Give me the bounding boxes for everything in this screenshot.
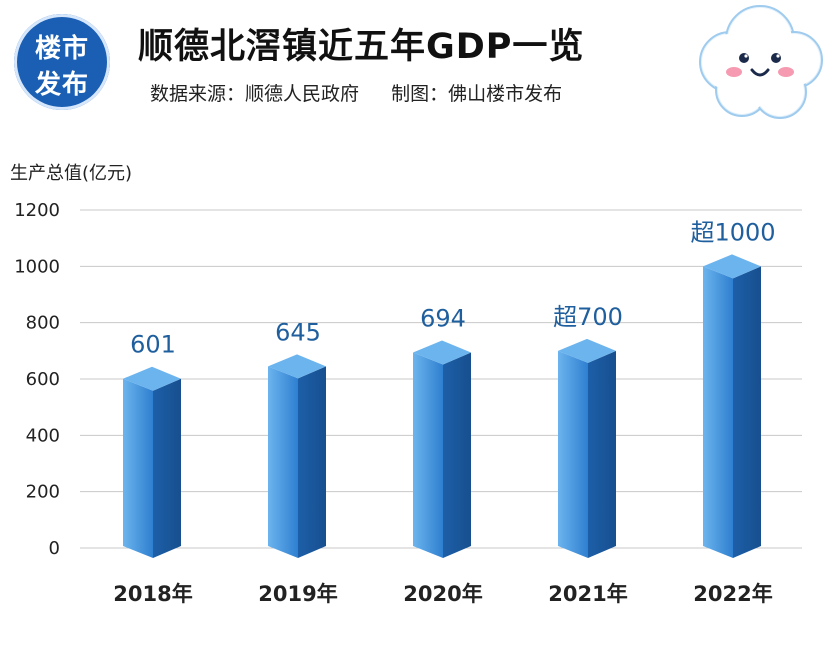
source-line: 数据来源：顺德人民政府 制图：佛山楼市发布 bbox=[150, 79, 588, 106]
y-tick-label: 1200 bbox=[14, 200, 60, 221]
x-category-label: 2021年 bbox=[548, 582, 627, 606]
bar-side-face bbox=[733, 266, 761, 558]
logo-text-bottom: 发布 bbox=[34, 70, 89, 100]
y-tick-label: 1000 bbox=[14, 256, 60, 277]
bar-top-face bbox=[413, 340, 471, 365]
bar-value-label: 超700 bbox=[553, 303, 623, 331]
bar-value-label: 601 bbox=[130, 331, 176, 359]
bar-front-face bbox=[413, 352, 443, 558]
bar-side-face bbox=[588, 350, 616, 558]
bar-top-face bbox=[123, 366, 181, 391]
brand-logo: 楼市 发布 bbox=[14, 14, 110, 110]
y-tick-label: 400 bbox=[26, 425, 60, 446]
logo-text-top: 楼市 bbox=[34, 34, 89, 64]
y-tick-label: 800 bbox=[26, 313, 60, 334]
y-tick-label: 0 bbox=[49, 538, 60, 559]
bar-front-face bbox=[268, 366, 298, 558]
bar-front-face bbox=[123, 378, 153, 558]
x-category-label: 2020年 bbox=[403, 582, 482, 606]
bar-value-label: 645 bbox=[275, 318, 321, 346]
bar-top-face bbox=[703, 254, 761, 279]
bar-value-label: 694 bbox=[420, 305, 466, 333]
bar-top-face bbox=[558, 338, 616, 363]
cloud-mascot bbox=[690, 0, 826, 134]
page-title: 顺德北滘镇近五年GDP一览 bbox=[138, 27, 585, 67]
data-source: 数据来源：顺德人民政府 bbox=[150, 83, 360, 105]
bar-front-face bbox=[558, 350, 588, 558]
bar-side-face bbox=[298, 366, 326, 558]
chart-credit: 制图：佛山楼市发布 bbox=[391, 83, 563, 105]
bar-value-label: 超1000 bbox=[690, 218, 775, 246]
y-axis-label: 生产总值(亿元) bbox=[10, 163, 133, 184]
bar-front-face bbox=[703, 266, 733, 558]
bar-top-face bbox=[268, 354, 326, 379]
x-category-label: 2022年 bbox=[693, 582, 772, 606]
x-category-label: 2018年 bbox=[113, 582, 192, 606]
bar-side-face bbox=[153, 378, 181, 558]
x-category-label: 2019年 bbox=[258, 582, 337, 606]
y-tick-label: 600 bbox=[26, 369, 60, 390]
bar-side-face bbox=[443, 352, 471, 558]
y-tick-label: 200 bbox=[26, 482, 60, 503]
